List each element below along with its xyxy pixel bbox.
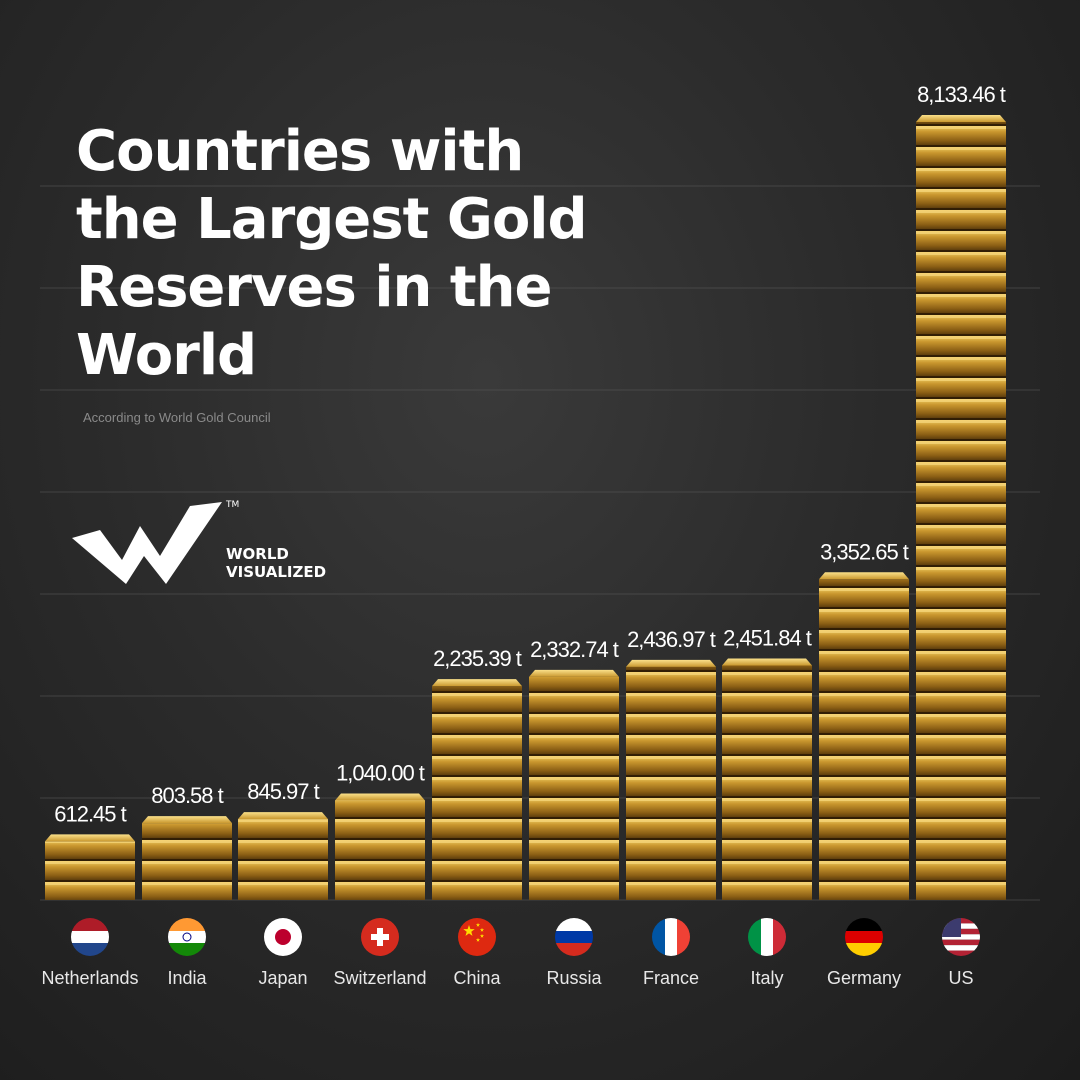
value-label: 2,332.74 t [530,637,619,662]
value-label: 2,451.84 t [723,625,812,650]
world-visualized-logo [72,502,222,584]
india-flag-icon [168,918,206,956]
bar-netherlands [45,841,135,900]
us-flag-icon [942,918,980,956]
bar-cap [626,659,716,667]
value-labels: 612.45 t 803.58 t 845.97 t 1,040.00 t 2,235.… [54,82,1007,826]
bar-us [916,122,1006,900]
category-label: Italy [750,968,783,988]
bar-switzerland [335,800,425,900]
value-label: 3,352.65 t [820,539,909,564]
category-label: France [643,968,699,988]
value-label: 845.97 t [247,779,319,804]
value-label: 612.45 t [54,801,126,826]
value-label: 1,040.00 t [336,761,425,786]
flags [71,918,980,956]
bar-india [142,823,232,900]
bar-japan [238,819,328,900]
bar-cap [916,115,1006,122]
category-label: Russia [546,968,602,988]
trademark-mark: TM [226,500,240,510]
category-label: Switzerland [333,968,426,988]
bar-china [432,686,522,900]
category-label: India [167,968,207,988]
bar-italy [722,665,812,900]
category-label: Netherlands [41,968,138,988]
bar-cap [819,572,909,580]
bar-cap [238,812,328,820]
value-label: 2,235.39 t [433,646,522,671]
chart-title: Countries with the Largest Gold Reserves… [76,119,588,388]
category-label: China [453,968,501,988]
brand-name: WORLD VISUALIZED [226,545,326,581]
bar-germany [819,579,909,900]
netherlands-flag-icon [71,918,109,956]
category-label: US [948,968,973,988]
china-flag-icon [458,918,496,956]
category-labels: Netherlands India Japan Switzerland China Rus… [41,968,973,988]
value-label: 8,133.46 t [917,82,1006,107]
bar-france [626,666,716,900]
bar-cap [529,669,619,677]
bar-cap [142,816,232,824]
japan-flag-icon [264,918,302,956]
value-label: 2,436.97 t [627,627,716,652]
category-label: Japan [258,968,307,988]
bar-cap [45,834,135,842]
russia-flag-icon [555,918,593,956]
bar-cap [335,793,425,801]
bar-russia [529,676,619,900]
brand-line-2: VISUALIZED [226,563,327,581]
france-flag-icon [652,918,690,956]
germany-flag-icon [845,918,883,956]
category-label: Germany [827,968,901,988]
bars [45,115,1006,900]
value-label: 803.58 t [151,783,223,808]
bar-cap [722,658,812,666]
brand-line-1: WORLD [226,545,289,563]
italy-flag-icon [748,918,786,956]
chart-subtitle: According to World Gold Council [83,410,271,425]
switzerland-flag-icon [361,918,399,956]
bar-cap [432,679,522,687]
